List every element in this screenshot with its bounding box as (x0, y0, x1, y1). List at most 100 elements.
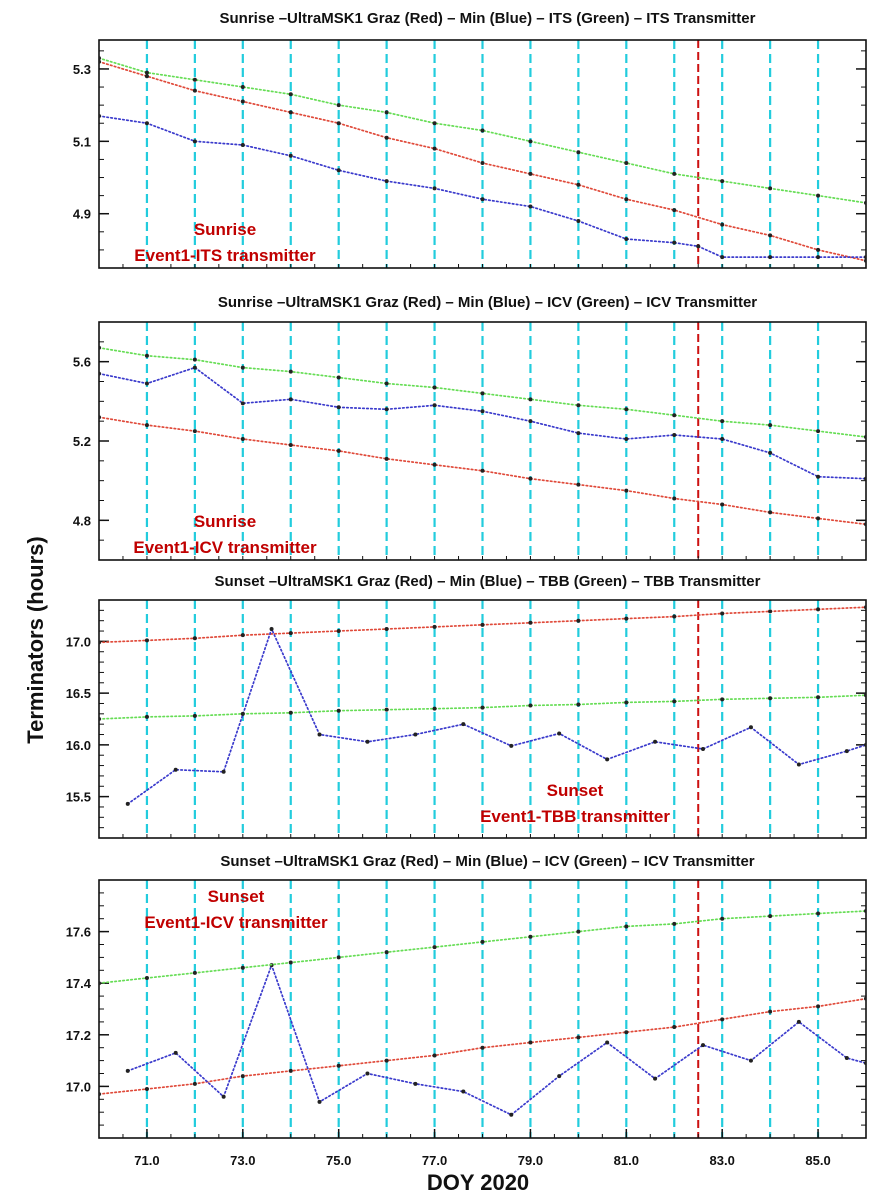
annotation-line-2: Event1-ITS transmitter (134, 246, 316, 265)
data-point-green (480, 391, 485, 396)
data-point-green (672, 413, 677, 418)
data-point-red (99, 415, 101, 420)
y-tick-label: 5.1 (73, 134, 91, 149)
data-point-blue (624, 237, 629, 242)
data-point-green (480, 939, 485, 944)
panels-group: Sunrise –UltraMSK1 Graz (Red) – Min (Blu… (66, 10, 867, 1168)
data-point-red (240, 633, 245, 638)
panel-3: Sunset –UltraMSK1 Graz (Red) – Min (Blue… (66, 573, 867, 839)
data-point-green (576, 150, 581, 155)
data-point-blue (288, 153, 293, 158)
annotation-line-1: Sunset (547, 781, 604, 800)
data-point-blue (701, 747, 706, 752)
data-point-red (864, 522, 866, 527)
data-point-red (99, 1092, 101, 1097)
data-point-green (816, 193, 821, 198)
annotation-line-1: Sunset (208, 887, 265, 906)
data-point-red (480, 468, 485, 473)
series-line-green (99, 346, 866, 438)
x-axis-title: DOY 2020 (427, 1170, 529, 1195)
data-point-blue (336, 168, 341, 173)
data-point-red (336, 121, 341, 126)
data-point-green (864, 908, 866, 913)
data-point-blue (768, 450, 773, 455)
data-point-red (768, 609, 773, 614)
x-tick-label: 83.0 (710, 1153, 735, 1168)
data-point-red (336, 629, 341, 634)
data-point-red (816, 607, 821, 612)
data-point-blue (557, 731, 562, 736)
data-point-red (816, 1004, 821, 1009)
data-point-red (624, 488, 629, 493)
data-point-blue (816, 255, 821, 260)
data-point-blue (576, 431, 581, 436)
data-point-red (528, 620, 533, 625)
series-group (99, 56, 866, 263)
data-point-red (432, 462, 437, 467)
data-point-green (99, 717, 101, 721)
data-point-green (99, 56, 101, 61)
data-point-blue (748, 1058, 753, 1063)
data-point-green (192, 713, 197, 718)
data-point-red (432, 1053, 437, 1058)
data-point-red (720, 502, 725, 507)
data-point-blue (528, 204, 533, 209)
y-tick-label: 5.2 (73, 434, 91, 449)
data-point-blue (317, 1099, 322, 1104)
data-point-blue (480, 197, 485, 202)
data-point-red (720, 222, 725, 227)
data-point-green (624, 700, 629, 705)
data-point-green (192, 77, 197, 82)
data-point-green (576, 702, 581, 707)
data-point-blue (192, 365, 197, 370)
y-tick-label: 17.2 (66, 1028, 91, 1043)
data-point-red (864, 605, 866, 610)
data-point-green (624, 924, 629, 929)
x-tick-label: 85.0 (805, 1153, 830, 1168)
data-point-blue (720, 437, 725, 442)
data-point-blue (173, 1050, 178, 1055)
data-point-green (768, 186, 773, 191)
data-point-green (336, 103, 341, 108)
data-point-green (384, 707, 389, 712)
data-point-red (384, 1058, 389, 1063)
data-point-red (576, 618, 581, 623)
data-point-red (288, 442, 293, 447)
data-point-green (576, 403, 581, 408)
data-point-green (816, 695, 821, 700)
data-point-red (144, 638, 149, 643)
data-point-blue (864, 1061, 866, 1066)
data-point-blue (99, 371, 101, 376)
x-tick-label: 75.0 (326, 1153, 351, 1168)
data-point-green (288, 710, 293, 715)
data-point-green (144, 70, 149, 75)
data-point-green (528, 139, 533, 144)
annotation-line-1: Sunrise (194, 220, 256, 239)
data-point-red (192, 1081, 197, 1086)
data-point-green (528, 703, 533, 708)
panel-2: Sunrise –UltraMSK1 Graz (Red) – Min (Blu… (73, 294, 867, 561)
x-tick-label: 79.0 (518, 1153, 543, 1168)
data-point-green (576, 929, 581, 934)
data-point-red (672, 208, 677, 213)
data-point-red (384, 456, 389, 461)
data-point-blue (173, 767, 178, 772)
data-point-red (816, 516, 821, 521)
data-point-green (624, 407, 629, 412)
series-line-green (99, 57, 866, 204)
data-point-green (99, 345, 101, 350)
data-point-red (144, 423, 149, 428)
data-point-green (240, 365, 245, 370)
y-tick-label: 5.6 (73, 355, 91, 370)
data-point-blue (605, 1040, 610, 1045)
y-tick-label: 17.0 (66, 634, 91, 649)
data-point-blue (672, 240, 677, 245)
y-tick-label: 5.3 (73, 62, 91, 77)
data-point-red (240, 99, 245, 104)
data-point-green (288, 369, 293, 374)
data-point-green (768, 914, 773, 919)
data-point-green (240, 965, 245, 970)
data-point-green (672, 921, 677, 926)
data-point-red (816, 247, 821, 252)
data-point-green (192, 970, 197, 975)
